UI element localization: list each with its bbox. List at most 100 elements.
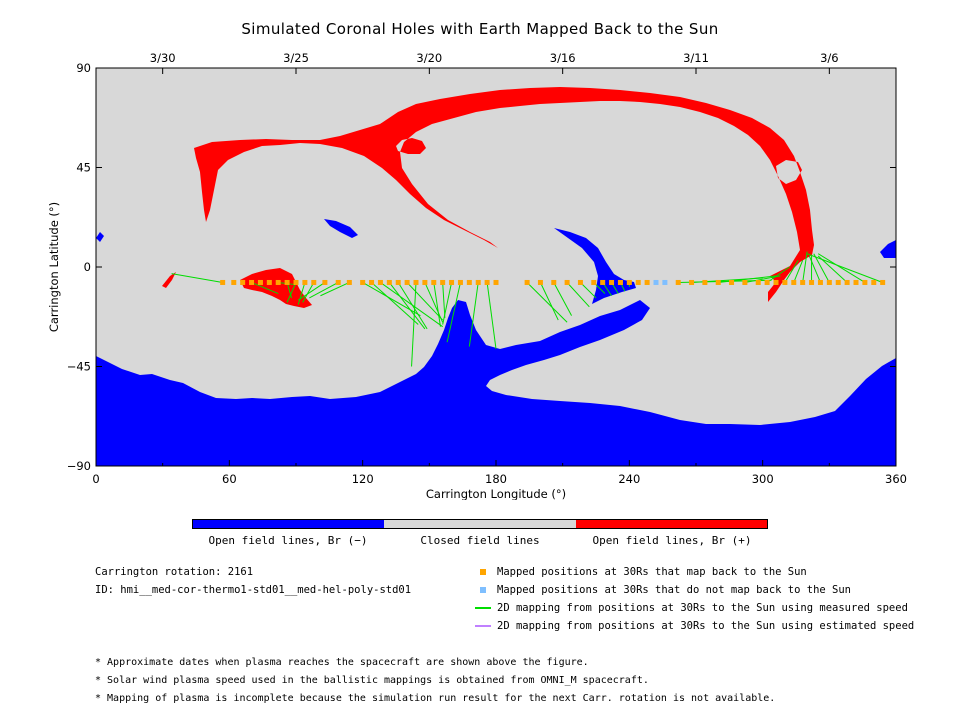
mapped-point	[871, 279, 877, 285]
axes: 0 60 120 180 240 300 360 −90 −45 0 45 90 3/30 3/25 3/2…	[67, 51, 907, 486]
mapping-line	[424, 282, 444, 323]
colorbar-label-closed: Closed field lines	[420, 534, 540, 547]
mapping-line	[784, 260, 799, 283]
small-open-negative-region	[324, 219, 358, 238]
mapped-point	[626, 279, 632, 285]
mapped-point	[835, 279, 841, 285]
mapping-line	[539, 282, 559, 321]
x-tick-label: 180	[485, 472, 507, 486]
mapping-line	[808, 255, 821, 283]
x-tick-label: 240	[618, 472, 640, 486]
mapped-point	[675, 279, 681, 285]
mapped-point	[537, 279, 543, 285]
mapped-point	[322, 279, 328, 285]
mapping-line	[320, 282, 350, 297]
mapped-point	[702, 279, 708, 285]
mapped-point	[577, 279, 583, 285]
south-open-negative-region	[96, 300, 896, 466]
x-axis-label: Carrington Longitude (°)	[426, 487, 566, 500]
x-tick-label: 120	[352, 472, 374, 486]
mapping-line	[566, 282, 590, 308]
mapping-line	[442, 282, 446, 318]
mapped-point	[764, 279, 770, 285]
mapped-point	[782, 279, 788, 285]
mapping-line	[526, 282, 568, 323]
mapped-point	[395, 279, 401, 285]
legend-label-not-mapped: Mapped positions at 30Rs that do not map…	[497, 584, 852, 596]
mapping-line	[766, 266, 790, 283]
legend-swatch-measured	[475, 607, 491, 609]
mapping-line	[468, 282, 479, 347]
legend-label-mapped: Mapped positions at 30Rs that map back t…	[497, 566, 807, 578]
mapped-point	[644, 279, 650, 285]
open-positive-small-region	[162, 272, 176, 288]
mapping-line	[309, 282, 339, 299]
mapped-point	[360, 279, 366, 285]
x-tick-label: 60	[222, 472, 237, 486]
date-tick-label: 3/30	[150, 51, 176, 65]
mapped-point	[440, 279, 446, 285]
mapped-point	[591, 279, 597, 285]
mapping-line	[286, 282, 293, 299]
mapped-point	[635, 279, 641, 285]
mapping-line	[817, 253, 866, 283]
mapped-point	[844, 279, 850, 285]
mapped-point	[249, 279, 255, 285]
mapping-line	[251, 282, 279, 294]
y-tick-label: −90	[67, 459, 91, 473]
mapped-point	[240, 279, 246, 285]
mapped-point	[729, 279, 735, 285]
mapped-point	[493, 279, 499, 285]
colorbar-label-negative: Open field lines, Br (−)	[208, 534, 368, 547]
mapping-line	[806, 253, 883, 283]
mapped-point	[773, 279, 779, 285]
y-tick-label: 45	[76, 161, 91, 175]
x-tick-label: 360	[885, 472, 907, 486]
mapping-line	[297, 282, 326, 301]
mapped-point	[386, 279, 392, 285]
mapped-point	[564, 279, 570, 285]
mapping-line	[446, 282, 461, 343]
mapped-point	[302, 279, 308, 285]
mapping-line	[802, 251, 808, 283]
mapped-point	[826, 279, 832, 285]
footnote: * Mapping of plasma is incomplete becaus…	[95, 693, 776, 704]
mapped-point	[404, 279, 410, 285]
mapped-point	[862, 279, 868, 285]
mapped-point	[311, 279, 317, 285]
colorbar	[192, 519, 768, 529]
equatorial-open-negative-region	[554, 228, 636, 304]
mapping-line	[171, 273, 223, 283]
date-tick-label: 3/20	[416, 51, 442, 65]
mapped-point	[293, 279, 299, 285]
colorbar-label-positive: Open field lines, Br (+)	[592, 534, 752, 547]
mapping-line	[718, 275, 777, 283]
mapped-point	[791, 279, 797, 285]
mapping-line	[388, 282, 426, 330]
mapped-point	[377, 279, 383, 285]
mapped-point	[275, 279, 281, 285]
date-tick-label: 3/6	[820, 51, 839, 65]
mapping-line	[813, 253, 830, 283]
mapped-point	[475, 279, 481, 285]
mapped-point	[257, 279, 263, 285]
mapped-points	[220, 279, 886, 285]
date-tick-label: 3/25	[283, 51, 309, 65]
mapped-point	[817, 279, 823, 285]
date-tick-label: 3/16	[550, 51, 576, 65]
small-open-negative-region	[880, 240, 896, 258]
mapping-line	[580, 282, 597, 299]
model-id-text: ID: hmi__med-cor-thermo1-std01__med-hel-…	[95, 584, 412, 596]
unmapped-point	[662, 279, 668, 285]
mapping-line	[553, 282, 572, 316]
mapping-line	[371, 282, 419, 325]
legend-swatch-not-mapped	[480, 587, 486, 593]
small-open-negative-region	[96, 232, 104, 242]
y-tick-label: 0	[84, 260, 91, 274]
mapped-point	[346, 279, 352, 285]
mapping-line	[433, 282, 441, 327]
mapped-point	[369, 279, 375, 285]
y-tick-label: 90	[76, 61, 91, 75]
coronal-hole-regions	[96, 87, 896, 466]
carrington-rotation-text: Carrington rotation: 2161	[95, 566, 254, 578]
